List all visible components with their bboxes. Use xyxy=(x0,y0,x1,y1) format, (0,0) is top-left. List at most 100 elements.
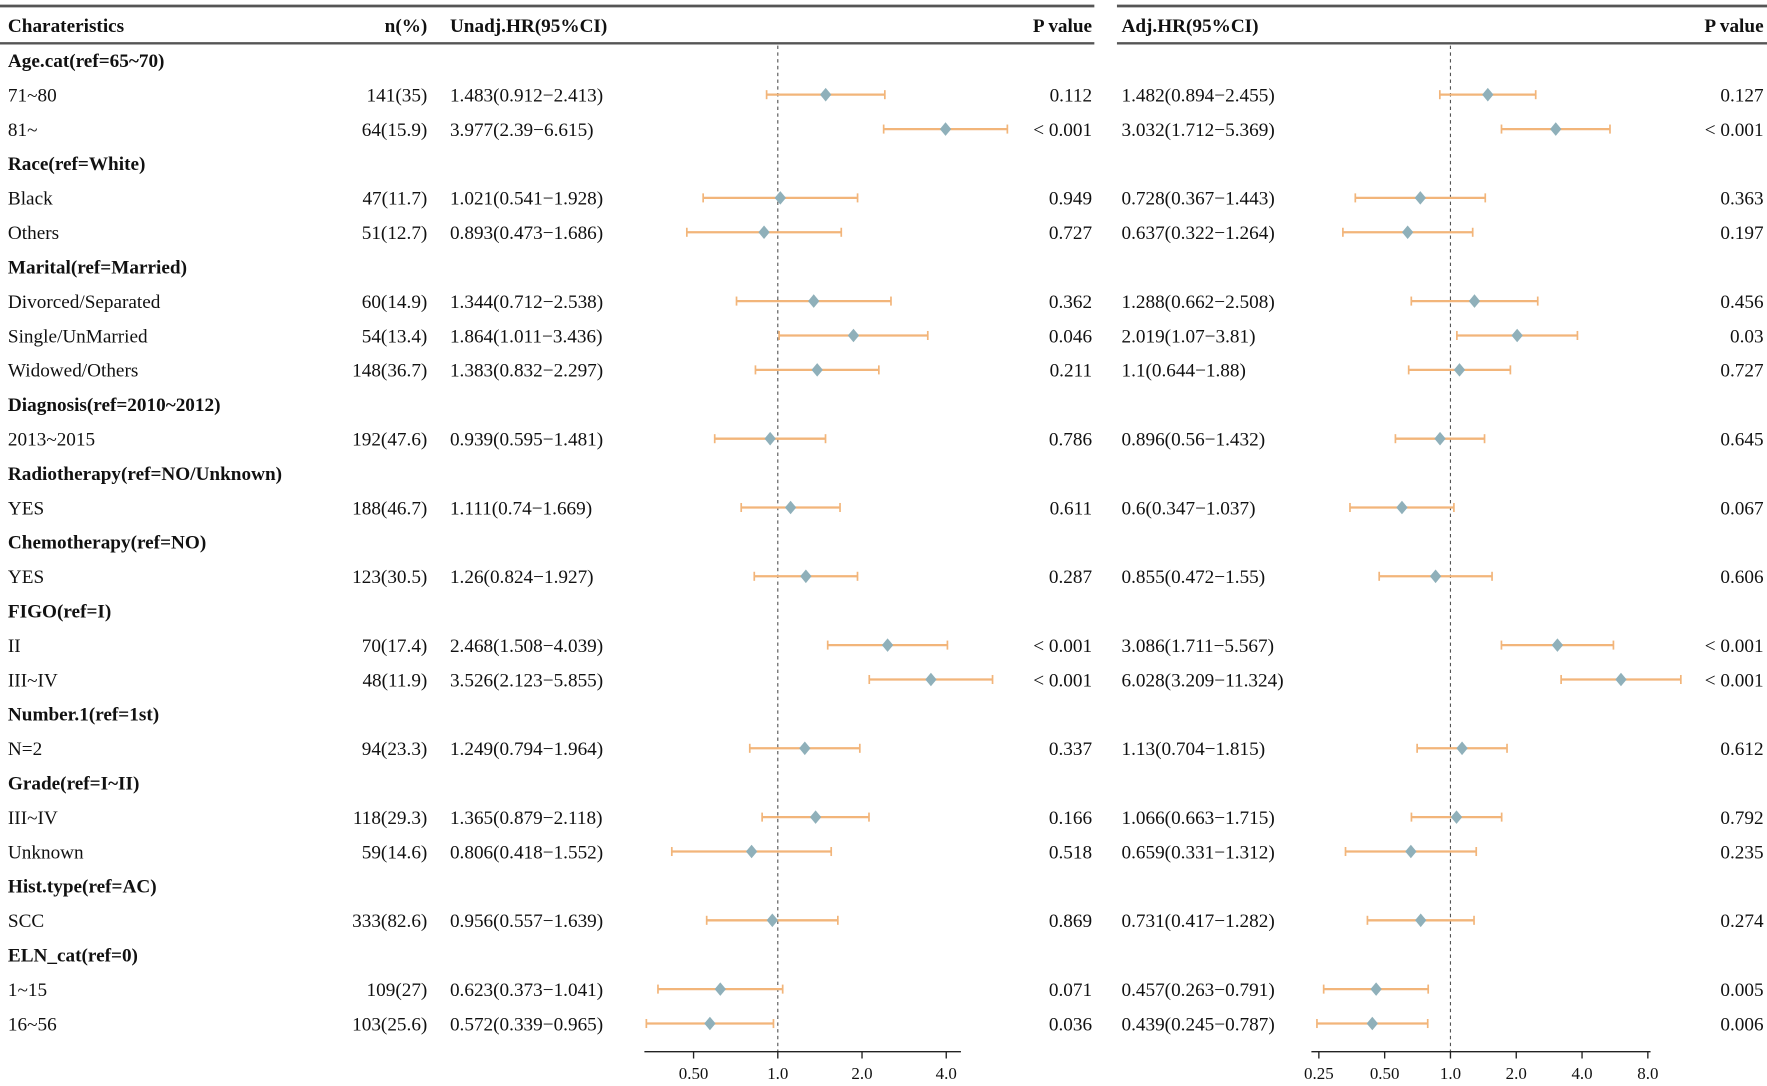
unadj-hr-point xyxy=(808,294,820,308)
adj-hr-point xyxy=(1434,431,1446,446)
adj-hr-text: 2.019(1.07−3.81) xyxy=(1121,326,1255,347)
adj-tick-label: 4.0 xyxy=(1571,1064,1592,1083)
adj-tick-label: 0.25 xyxy=(1304,1064,1334,1083)
adj-hr-text: 0.731(0.417−1.282) xyxy=(1121,911,1274,932)
table-row: Divorced/Separated 60(14.9) 1.344(0.712−2.… xyxy=(8,292,1764,313)
adj-p-value: 0.127 xyxy=(1720,85,1764,106)
row-label: YES xyxy=(8,567,44,588)
adj-p-value: 0.606 xyxy=(1720,567,1764,588)
adj-hr-point xyxy=(1615,672,1627,687)
row-n: 51(12.7) xyxy=(362,223,428,244)
unadj-hr-text: 1.021(0.541−1.928) xyxy=(450,189,603,210)
group-label: Number.1(ref=1st) xyxy=(8,705,159,726)
row-n: 188(46.7) xyxy=(352,498,427,519)
adj-p-value: 0.067 xyxy=(1720,498,1764,519)
unadj-hr-point xyxy=(800,569,812,584)
header-unadj-hr: Unadj.HR(95%CI) xyxy=(450,16,607,37)
unadj-hr-point xyxy=(939,122,952,136)
table-row: 2013~2015 192(47.6) 0.939(0.595−1.481) 0.78… xyxy=(8,429,1764,450)
adj-hr-text: 0.6(0.347−1.037) xyxy=(1121,498,1255,519)
unadj-panel: 0.50 1.0 2.0 4.0 xyxy=(644,45,961,1083)
row-n: 123(30.5) xyxy=(352,567,427,588)
adj-hr-point xyxy=(1429,569,1442,584)
adj-p-value: 0.456 xyxy=(1720,292,1764,313)
adj-hr-point xyxy=(1453,363,1466,377)
table-row: Widowed/Others 148(36.7) 1.383(0.832−2.297… xyxy=(8,361,1764,382)
adj-tick-label: 0.50 xyxy=(1370,1064,1400,1083)
unadj-p-value: 0.869 xyxy=(1049,911,1092,932)
adj-hr-point xyxy=(1456,741,1468,756)
row-n: 64(15.9) xyxy=(362,120,428,141)
header-p-unadj: P value xyxy=(1033,16,1093,37)
adj-hr-point xyxy=(1550,122,1562,136)
adj-tick-label: 8.0 xyxy=(1637,1064,1658,1083)
adj-hr-point xyxy=(1414,191,1426,205)
row-n: 60(14.9) xyxy=(362,292,428,313)
adj-hr-point xyxy=(1450,810,1463,824)
unadj-hr-point xyxy=(847,328,860,343)
group-label: ELN_cat(ref=0) xyxy=(8,945,138,966)
row-n: 109(27) xyxy=(367,980,428,1001)
adj-hr-text: 0.637(0.322−1.264) xyxy=(1121,223,1274,244)
adj-hr-text: 1.288(0.662−2.508) xyxy=(1121,292,1274,313)
unadj-tick-label: 0.50 xyxy=(679,1064,709,1083)
table-row: II 70(17.4) 2.468(1.508−4.039) < 0.001 3.086… xyxy=(8,636,1764,657)
row-label: Unknown xyxy=(8,842,84,863)
adj-tick-label: 1.0 xyxy=(1440,1064,1461,1083)
unadj-hr-point xyxy=(766,913,778,928)
adj-hr-text: 0.896(0.56−1.432) xyxy=(1121,429,1265,450)
unadj-hr-point xyxy=(925,672,937,687)
row-label: 81~ xyxy=(8,120,38,141)
group-label: Diagnosis(ref=2010~2012) xyxy=(8,395,221,416)
row-n: 103(25.6) xyxy=(352,1014,427,1035)
adj-hr-point xyxy=(1405,844,1417,859)
unadj-hr-text: 1.344(0.712−2.538) xyxy=(450,292,603,313)
adj-hr-point xyxy=(1366,1016,1378,1031)
unadj-hr-text: 1.26(0.824−1.927) xyxy=(450,567,594,588)
adj-hr-text: 0.728(0.367−1.443) xyxy=(1121,189,1274,210)
table-row: Unknown 59(14.6) 0.806(0.418−1.552) 0.518 0.… xyxy=(8,842,1764,863)
table-row: Single/UnMarried 54(13.4) 1.864(1.011−3.43… xyxy=(8,326,1764,347)
adj-p-value: 0.645 xyxy=(1720,429,1763,450)
row-label: III~IV xyxy=(8,808,58,829)
unadj-hr-text: 2.468(1.508−4.039) xyxy=(450,636,603,657)
row-n: 333(82.6) xyxy=(352,911,427,932)
unadj-hr-text: 3.977(2.39−6.615) xyxy=(450,120,594,141)
adj-p-value: 0.005 xyxy=(1720,980,1763,1001)
table-row: N=2 94(23.3) 1.249(0.794−1.964) 0.337 1.13(0… xyxy=(8,739,1764,760)
header-characteristics: Charateristics xyxy=(8,16,124,37)
unadj-hr-point xyxy=(809,810,822,824)
adj-p-value: 0.727 xyxy=(1720,361,1764,382)
unadj-hr-point xyxy=(881,638,894,652)
row-label: 2013~2015 xyxy=(8,429,95,450)
unadj-hr-point xyxy=(799,741,811,756)
unadj-p-value: 0.727 xyxy=(1049,223,1093,244)
adj-hr-point xyxy=(1482,87,1494,102)
adj-hr-point xyxy=(1551,638,1564,652)
group-label: Age.cat(ref=65~70) xyxy=(8,51,165,72)
unadj-p-value: < 0.001 xyxy=(1033,636,1092,657)
adj-p-value: 0.03 xyxy=(1730,326,1764,347)
group-label: Chemotherapy(ref=NO) xyxy=(8,533,206,554)
row-label: 16~56 xyxy=(8,1014,57,1035)
adj-hr-text: 3.032(1.712−5.369) xyxy=(1121,120,1274,141)
adj-p-value: 0.363 xyxy=(1720,189,1763,210)
row-label: Widowed/Others xyxy=(8,361,138,382)
adj-hr-text: 0.457(0.263−0.791) xyxy=(1121,980,1274,1001)
unadj-p-value: < 0.001 xyxy=(1033,120,1092,141)
adj-hr-point xyxy=(1401,225,1414,240)
group-label: Race(ref=White) xyxy=(8,154,145,175)
adj-hr-text: 0.439(0.245−0.787) xyxy=(1121,1014,1274,1035)
adj-p-value: < 0.001 xyxy=(1705,120,1764,141)
table-header: Charateristics n(%) Unadj.HR(95%CI) P va… xyxy=(8,16,1764,37)
row-label: Single/UnMarried xyxy=(8,326,148,347)
unadj-hr-point xyxy=(704,1016,716,1031)
adj-hr-text: 3.086(1.711−5.567) xyxy=(1121,636,1274,657)
table-rules xyxy=(0,4,1767,45)
unadj-p-value: 0.362 xyxy=(1049,292,1092,313)
unadj-hr-point xyxy=(714,982,726,996)
adj-hr-text: 0.855(0.472−1.55) xyxy=(1121,567,1265,588)
unadj-p-value: < 0.001 xyxy=(1033,670,1092,691)
adj-panel: 0.25 0.50 1.0 2.0 4.0 8.0 xyxy=(1304,45,1658,1083)
row-n: 118(29.3) xyxy=(353,808,428,829)
